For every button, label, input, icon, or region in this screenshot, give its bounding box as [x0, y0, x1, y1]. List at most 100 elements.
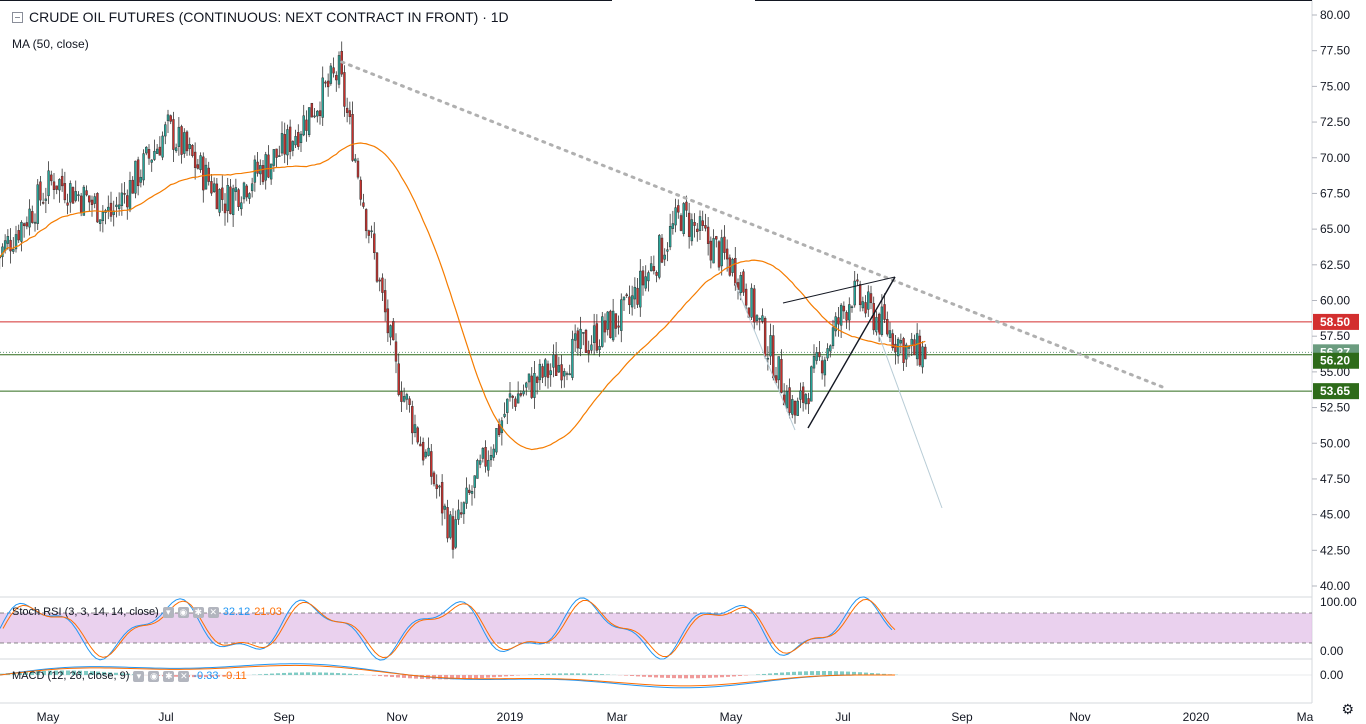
macd-histogram-bar	[444, 675, 448, 680]
macd-histogram-bar	[534, 674, 538, 675]
candle	[286, 129, 289, 156]
candle	[489, 455, 493, 461]
candle	[462, 502, 466, 515]
macd-label[interactable]: MACD (12, 26, close, 9)	[12, 670, 130, 682]
candle	[576, 330, 580, 349]
close-icon[interactable]: ✕	[178, 670, 190, 682]
ma-indicator-label[interactable]: MA (50, close)	[12, 37, 89, 51]
candle	[237, 189, 240, 207]
macd-histogram-bar	[384, 675, 388, 677]
candle	[22, 223, 26, 227]
candle	[180, 126, 183, 155]
candle	[174, 147, 178, 152]
candle	[66, 202, 69, 206]
candle	[465, 487, 468, 504]
candle	[386, 308, 390, 334]
candle	[324, 81, 327, 84]
candle	[226, 185, 229, 212]
macd-histogram-bar	[90, 671, 94, 675]
macd-signal-value: -0.11	[222, 670, 247, 682]
candle	[655, 271, 658, 276]
macd-histogram-bar	[738, 675, 742, 676]
macd-histogram-bar	[456, 675, 460, 680]
macd-line	[0, 663, 895, 689]
close-icon[interactable]: ✕	[207, 606, 219, 618]
gear-icon[interactable]: ✱	[163, 670, 175, 682]
candle	[17, 230, 20, 241]
candle	[373, 233, 376, 254]
y-tick-label: 60.00	[1320, 294, 1350, 308]
candle	[508, 393, 512, 398]
settings-gear-icon[interactable]: ⚙	[1341, 701, 1354, 717]
candle	[682, 203, 685, 235]
candle	[495, 428, 498, 453]
x-tick-label: May	[37, 710, 60, 724]
y-tick-label: 65.00	[1320, 222, 1350, 236]
candle	[337, 55, 341, 85]
candle	[687, 212, 691, 237]
candle	[552, 354, 555, 368]
candle	[573, 333, 577, 341]
candle	[126, 195, 129, 208]
y-tick-label: 72.50	[1320, 115, 1350, 129]
macd-histogram-bar	[402, 675, 406, 678]
stoch-rsi-label[interactable]: Stoch RSI (3, 3, 14, 14, close)	[12, 606, 159, 618]
candle	[706, 226, 710, 244]
macd-histogram-bar	[642, 675, 646, 677]
candle	[492, 448, 495, 458]
macd-histogram-bar	[204, 675, 208, 678]
candle	[41, 202, 45, 204]
macd-pane: 0.00	[0, 663, 1344, 689]
candle	[527, 373, 531, 383]
x-tick-label: Jul	[835, 710, 850, 724]
candle	[307, 107, 311, 136]
candle	[96, 193, 99, 223]
chart-header: CRUDE OIL FUTURES (CONTINUOUS: NEXT CONT…	[12, 9, 509, 25]
candle	[20, 222, 23, 242]
eye-icon[interactable]: ◉	[177, 606, 189, 618]
macd-histogram-bar	[540, 674, 544, 675]
candle	[427, 447, 430, 456]
macd-histogram-bar	[60, 670, 64, 675]
x-tick-label: Nov	[1069, 710, 1090, 724]
dropdown-icon[interactable]: ▾	[133, 670, 145, 682]
candle	[915, 333, 919, 360]
candle	[294, 136, 297, 146]
macd-histogram-bar	[414, 675, 418, 679]
y-tick-label: 40.00	[1320, 579, 1350, 593]
macd-histogram-bar	[630, 675, 634, 676]
stoch-k-line	[0, 596, 893, 661]
dropdown-icon[interactable]: ▾	[162, 606, 174, 618]
collapse-icon[interactable]	[12, 11, 23, 23]
candle	[807, 398, 810, 405]
candle	[364, 209, 368, 232]
candle	[115, 204, 118, 207]
eye-icon[interactable]: ◉	[148, 670, 160, 682]
candle	[829, 345, 832, 352]
gear-icon[interactable]: ✱	[192, 606, 204, 618]
candle	[788, 387, 791, 413]
candle	[734, 257, 737, 286]
candle	[799, 390, 802, 400]
macd-histogram-bar	[264, 673, 268, 675]
candle	[378, 279, 381, 282]
candle	[438, 485, 441, 488]
candle	[888, 330, 892, 338]
macd-histogram-bar	[348, 673, 352, 675]
candle	[544, 359, 547, 377]
macd-signal-line	[0, 664, 896, 687]
candle	[739, 275, 742, 294]
macd-histogram-bar	[876, 673, 880, 675]
candle	[886, 319, 889, 335]
candle	[595, 323, 599, 351]
candle	[44, 198, 48, 201]
candle	[332, 67, 335, 74]
candle	[723, 236, 726, 253]
macd-histogram-bar	[720, 675, 724, 678]
price-badge	[1313, 352, 1359, 369]
macd-histogram-bar	[636, 675, 640, 677]
candle	[134, 160, 137, 194]
candle	[147, 149, 151, 159]
projection-line	[876, 329, 943, 509]
